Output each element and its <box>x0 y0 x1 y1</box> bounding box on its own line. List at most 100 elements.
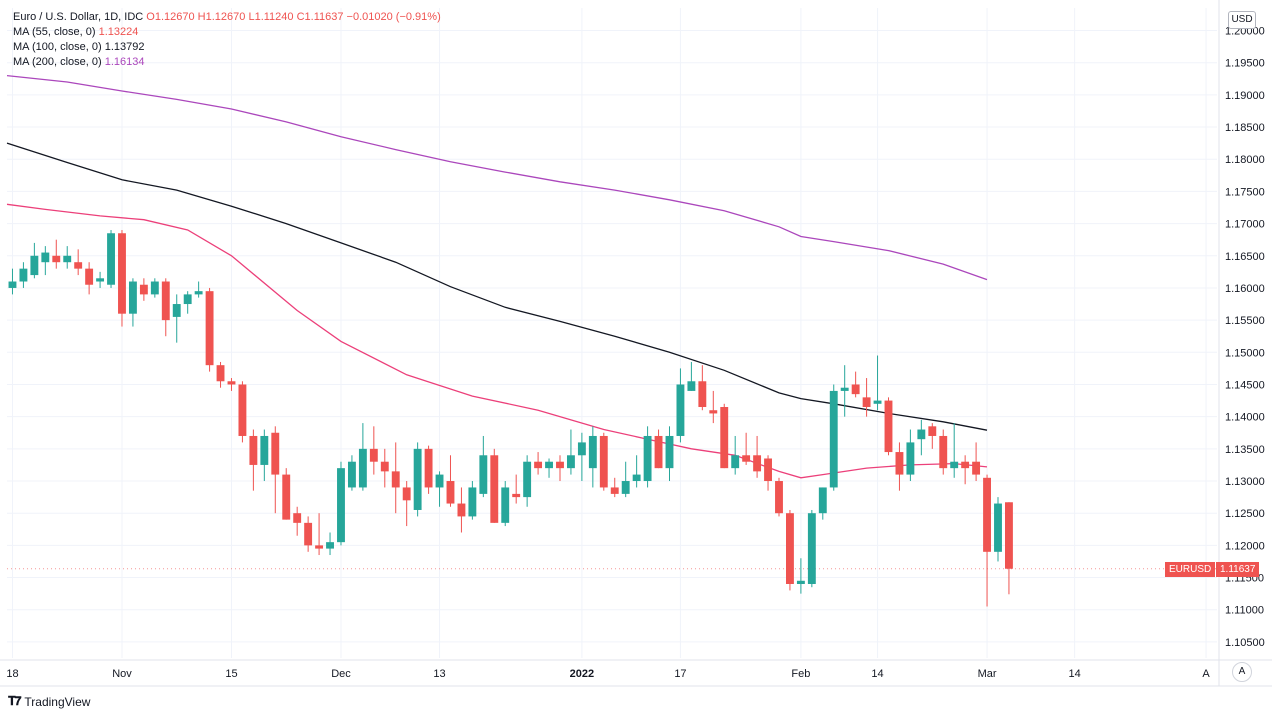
candle-up[interactable] <box>358 423 367 491</box>
symbol-title[interactable]: Euro / U.S. Dollar, 1D, IDC <box>13 11 144 23</box>
candle-down[interactable] <box>161 278 170 337</box>
legend-ma200-row[interactable]: MA (200, close, 0) 1.16134 <box>13 55 441 70</box>
candle-down[interactable] <box>742 432 751 465</box>
candle-up[interactable] <box>545 458 553 478</box>
candle-down[interactable] <box>249 429 258 491</box>
candle-down[interactable] <box>895 442 904 491</box>
candle-up[interactable] <box>807 509 816 588</box>
candle-down[interactable] <box>862 378 871 417</box>
candle-down[interactable] <box>785 509 794 591</box>
candle-up[interactable] <box>621 461 630 498</box>
candle-up[interactable] <box>468 481 477 520</box>
candle-up[interactable] <box>19 262 28 288</box>
candle-up[interactable] <box>818 487 827 520</box>
candle-down[interactable] <box>939 429 948 475</box>
candle-down[interactable] <box>315 513 324 556</box>
candle-down[interactable] <box>293 506 302 536</box>
candle-up[interactable] <box>435 471 444 507</box>
candle-up[interactable] <box>194 281 203 298</box>
currency-badge[interactable]: USD <box>1228 11 1256 29</box>
candle-up[interactable] <box>30 242 39 279</box>
candle-up[interactable] <box>566 429 575 475</box>
candle-down[interactable] <box>775 477 783 517</box>
candle-down[interactable] <box>380 448 389 488</box>
candle-down[interactable] <box>764 455 772 491</box>
candle-down[interactable] <box>205 287 214 372</box>
candle-down[interactable] <box>928 423 937 449</box>
candle-down[interactable] <box>446 455 455 507</box>
candle-down[interactable] <box>884 397 893 456</box>
candle-down[interactable] <box>74 249 83 276</box>
candle-down[interactable] <box>238 381 247 443</box>
candle-up[interactable] <box>917 419 926 456</box>
candle-down[interactable] <box>271 426 280 514</box>
candle-down[interactable] <box>369 426 378 475</box>
candle-down[interactable] <box>52 239 61 269</box>
candle-down[interactable] <box>534 452 543 475</box>
candle-down[interactable] <box>424 445 433 494</box>
candle-down[interactable] <box>1005 502 1013 595</box>
candle-up[interactable] <box>687 361 696 391</box>
candle-up[interactable] <box>501 481 510 527</box>
candle-down[interactable] <box>282 468 291 520</box>
candle-up[interactable] <box>172 294 181 343</box>
candle-down[interactable] <box>654 429 663 469</box>
candle-down[interactable] <box>753 435 762 478</box>
candle-up[interactable] <box>950 423 959 478</box>
candle-up[interactable] <box>588 426 597 488</box>
candle-up[interactable] <box>41 246 50 276</box>
candle-up[interactable] <box>796 558 805 594</box>
candle-down[interactable] <box>599 432 608 491</box>
candle-down[interactable] <box>227 378 236 391</box>
candle-up[interactable] <box>665 426 674 482</box>
brand[interactable]: 𝐓𝟕 TradingView <box>8 694 90 709</box>
candle-down[interactable] <box>490 448 499 523</box>
auto-scale-button[interactable]: A <box>1232 662 1252 682</box>
candle-up[interactable] <box>906 429 915 482</box>
candle-down[interactable] <box>216 361 225 388</box>
candle-up[interactable] <box>829 384 838 491</box>
candle-up[interactable] <box>128 278 137 327</box>
candle-down[interactable] <box>391 442 400 514</box>
candle-down[interactable] <box>457 487 466 533</box>
candle-down[interactable] <box>610 477 619 498</box>
x-axis[interactable]: 18 Nov 15 Dec 13 2022 17 Feb 14 Mar 14 A <box>6 668 1210 680</box>
candle-down[interactable] <box>709 390 718 424</box>
candle-up[interactable] <box>337 461 345 546</box>
candle-up[interactable] <box>577 432 586 482</box>
candle-up[interactable] <box>107 230 115 288</box>
candle-down[interactable] <box>402 481 411 527</box>
candle-up[interactable] <box>8 268 17 295</box>
candle-up[interactable] <box>260 429 269 482</box>
candle-down[interactable] <box>139 278 148 301</box>
candle-up[interactable] <box>479 435 488 498</box>
candle-up[interactable] <box>347 455 356 491</box>
candle-up[interactable] <box>676 368 685 443</box>
candle-down[interactable] <box>851 371 860 398</box>
legend-ma55-row[interactable]: MA (55, close, 0) 1.13224 <box>13 25 441 40</box>
candle-up[interactable] <box>994 497 1002 562</box>
candle-up[interactable] <box>840 365 849 417</box>
candle-up[interactable] <box>413 442 422 517</box>
candle-up[interactable] <box>643 426 652 488</box>
candle-down[interactable] <box>983 474 991 607</box>
candle-up[interactable] <box>183 291 192 314</box>
candle-down[interactable] <box>304 516 313 552</box>
candle-up[interactable] <box>63 246 72 269</box>
candle-up[interactable] <box>523 455 532 507</box>
candle-down[interactable] <box>85 262 94 295</box>
candle-up[interactable] <box>731 435 740 475</box>
candle-down[interactable] <box>698 365 707 411</box>
candle-down[interactable] <box>961 455 970 485</box>
candle-up[interactable] <box>96 271 105 288</box>
legend-ma100-row[interactable]: MA (100, close, 0) 1.13792 <box>13 40 441 55</box>
candle-up[interactable] <box>326 532 334 556</box>
candle-down[interactable] <box>118 230 126 327</box>
candle-down[interactable] <box>720 403 729 469</box>
candle-up[interactable] <box>150 278 159 298</box>
candle-down[interactable] <box>512 474 521 504</box>
candle-up[interactable] <box>632 455 641 488</box>
candle-down[interactable] <box>972 442 981 482</box>
candle-up[interactable] <box>873 355 882 411</box>
